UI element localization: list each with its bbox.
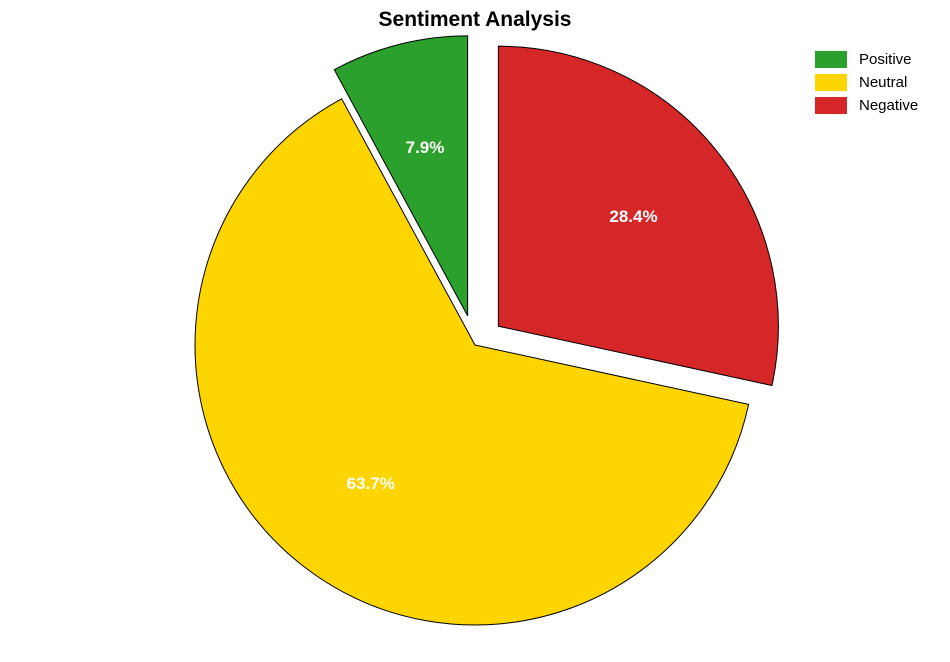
slice-label-positive: 7.9% <box>406 138 445 158</box>
legend-label: Negative <box>859 97 918 114</box>
legend-item-negative: Negative <box>815 94 918 117</box>
legend-label: Neutral <box>859 74 907 91</box>
legend-swatch <box>815 97 847 114</box>
pie-svg <box>0 0 950 662</box>
sentiment-pie-chart: Sentiment Analysis PositiveNeutralNegati… <box>0 0 950 662</box>
legend-item-positive: Positive <box>815 48 918 71</box>
legend: Positive Neutral Negative <box>815 48 918 117</box>
legend-swatch <box>815 74 847 91</box>
legend-swatch <box>815 51 847 68</box>
legend-item-neutral: Neutral <box>815 71 918 94</box>
legend-label: Positive <box>859 51 912 68</box>
slice-label-negative: 28.4% <box>609 207 657 227</box>
slice-label-neutral: 63.7% <box>347 474 395 494</box>
